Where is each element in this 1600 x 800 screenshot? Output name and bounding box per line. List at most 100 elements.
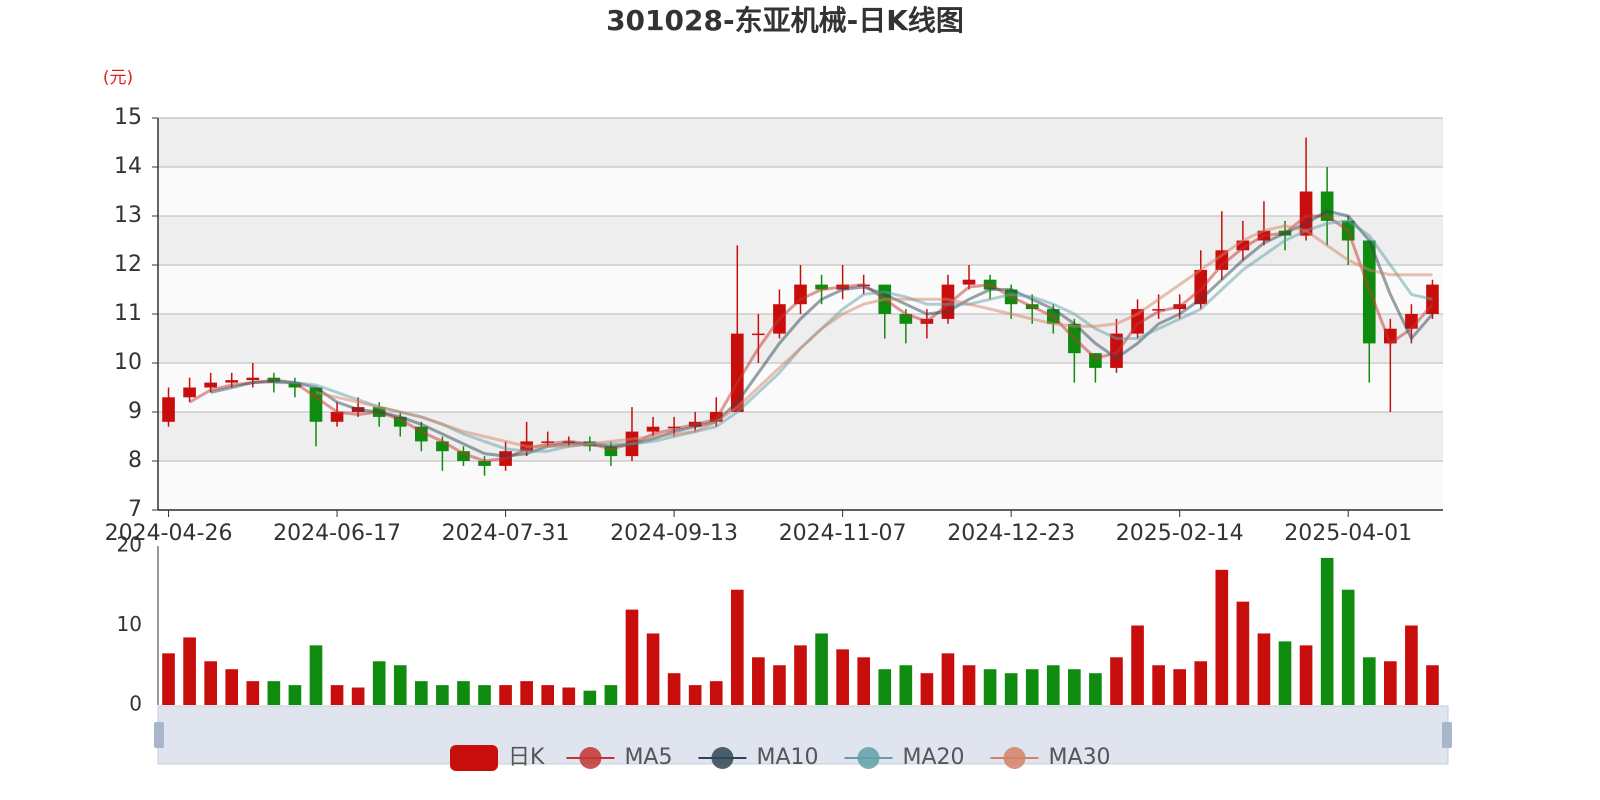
volume-bar bbox=[1194, 661, 1208, 705]
candle-body bbox=[667, 426, 681, 429]
volume-bar bbox=[1426, 665, 1439, 705]
volume-bar bbox=[520, 681, 533, 705]
volume-bar bbox=[1068, 669, 1081, 705]
candle-body bbox=[962, 279, 976, 285]
y-tick-label: 13 bbox=[114, 203, 142, 228]
volume-bar bbox=[309, 645, 323, 705]
legend-icon bbox=[711, 747, 734, 769]
legend-item[interactable]: MA20 bbox=[844, 745, 965, 770]
split-area bbox=[158, 461, 1443, 510]
volume-bar bbox=[583, 690, 597, 705]
volume-bar bbox=[752, 657, 765, 705]
ma-line bbox=[210, 209, 1434, 458]
volume-bar bbox=[267, 681, 281, 705]
volume-bar bbox=[393, 665, 407, 705]
legend-item[interactable]: MA30 bbox=[990, 745, 1111, 770]
candle-body bbox=[1152, 309, 1165, 311]
x-tick-label: 2024-07-31 bbox=[442, 521, 570, 546]
volume-tick-label: 0 bbox=[129, 692, 142, 716]
volume-bar bbox=[183, 637, 196, 705]
candle-body bbox=[204, 382, 217, 388]
split-area bbox=[158, 314, 1443, 363]
volume-bar bbox=[499, 685, 512, 705]
volume-bar bbox=[730, 589, 744, 705]
candle-body bbox=[1215, 250, 1229, 270]
candle-body bbox=[330, 412, 344, 422]
x-tick-label: 2024-12-23 bbox=[947, 521, 1075, 546]
split-area bbox=[158, 167, 1443, 216]
legend-label: MA30 bbox=[1049, 745, 1111, 770]
candle-body bbox=[162, 397, 175, 422]
y-tick-label: 8 bbox=[128, 448, 142, 473]
legend-item[interactable]: MA5 bbox=[566, 745, 672, 770]
y-tick-label: 14 bbox=[114, 154, 142, 179]
volume-bar bbox=[1152, 665, 1165, 705]
y-unit: (元) bbox=[103, 68, 133, 88]
candle-body bbox=[1236, 240, 1250, 251]
ma-line bbox=[188, 214, 1434, 463]
candle-body bbox=[646, 426, 660, 432]
volume-bar bbox=[604, 685, 618, 705]
legend-label: 日K bbox=[508, 745, 545, 770]
candle-body bbox=[436, 441, 449, 452]
candle-body bbox=[752, 333, 765, 336]
volume-bar bbox=[667, 673, 681, 705]
volume-bar bbox=[478, 685, 491, 705]
chart-title: 301028-东亚机械-日K线图 bbox=[606, 4, 964, 37]
candle-body bbox=[478, 461, 491, 466]
volume-bar bbox=[1131, 625, 1144, 705]
x-tick-label: 2024-04-26 bbox=[105, 521, 233, 546]
volume-bar bbox=[794, 645, 807, 705]
x-tick-label: 2024-11-07 bbox=[779, 521, 907, 546]
volume-bar bbox=[436, 685, 449, 705]
volume-tick-label: 20 bbox=[117, 533, 142, 557]
candle-body bbox=[246, 377, 260, 381]
y-tick-label: 15 bbox=[114, 105, 142, 130]
split-area bbox=[158, 412, 1443, 461]
volume-bar bbox=[204, 661, 217, 705]
volume-bar bbox=[1025, 669, 1039, 705]
legend-icon bbox=[857, 747, 880, 769]
volume-bar bbox=[1405, 625, 1418, 705]
legend-label: MA10 bbox=[756, 745, 818, 770]
volume-bar bbox=[920, 673, 934, 705]
y-tick-label: 11 bbox=[114, 301, 142, 326]
volume-bar bbox=[709, 681, 723, 705]
volume-bar bbox=[1299, 645, 1313, 705]
volume-bar bbox=[288, 685, 302, 705]
y-tick-label: 10 bbox=[114, 350, 142, 375]
legend-item[interactable]: 日K bbox=[450, 745, 545, 771]
candle-body bbox=[730, 333, 744, 412]
legend-icon bbox=[579, 747, 602, 769]
volume-bar bbox=[773, 665, 786, 705]
volume-bar bbox=[562, 687, 576, 705]
volume-bar bbox=[857, 657, 871, 705]
volume-bar bbox=[878, 669, 892, 705]
zoom-handle-left[interactable] bbox=[154, 722, 164, 748]
candle-body bbox=[815, 284, 828, 290]
volume-bar bbox=[941, 653, 955, 705]
split-area bbox=[158, 118, 1443, 167]
legend-item[interactable]: MA10 bbox=[698, 745, 819, 770]
volume-bar bbox=[1341, 589, 1355, 705]
x-tick-label: 2024-09-13 bbox=[610, 521, 738, 546]
volume-bar bbox=[225, 669, 239, 705]
candle-body bbox=[604, 446, 618, 457]
volume-bar bbox=[836, 649, 849, 705]
candle-body bbox=[393, 416, 407, 427]
volume-bar bbox=[1173, 669, 1186, 705]
ma-line bbox=[273, 219, 1433, 453]
volume-bar bbox=[1257, 633, 1271, 705]
legend-label: MA5 bbox=[624, 745, 672, 770]
volume-bar bbox=[1089, 673, 1102, 705]
volume-bar bbox=[983, 669, 997, 705]
volume-tick-label: 10 bbox=[117, 612, 142, 636]
volume-bar bbox=[625, 609, 639, 705]
candle-body bbox=[457, 451, 470, 461]
zoom-slider[interactable] bbox=[157, 705, 1449, 765]
zoom-handle-right[interactable] bbox=[1442, 722, 1452, 748]
ma-line bbox=[315, 224, 1433, 448]
candle-body bbox=[225, 380, 239, 383]
